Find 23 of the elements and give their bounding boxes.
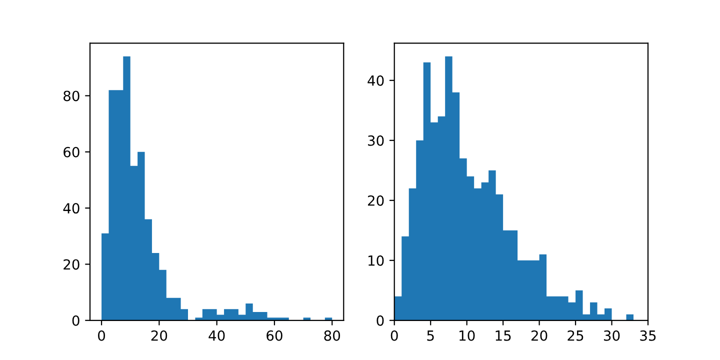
x-tick-label: 10 [460,330,475,341]
y-tick-label: 10 [368,255,384,266]
y-tick-label: 20 [64,259,80,270]
x-tick-label: 30 [604,330,620,341]
x-tick-label: 20 [531,330,548,341]
x-tick-label: 0 [98,330,106,341]
x-tick-label: 5 [427,330,434,341]
y-tick-label: 60 [64,146,80,158]
y-tick-label: 80 [64,90,80,102]
x-tick-label: 35 [640,330,656,341]
y-tick-label: 30 [368,135,384,146]
y-tick-label: 40 [63,203,80,214]
y-tick-label: 20 [368,195,384,206]
x-tick-label: 40 [208,330,225,341]
y-tick-label: 0 [376,315,384,326]
y-tick-label: 0 [72,315,80,326]
x-tick-label: 20 [151,330,168,341]
y-tick-label: 40 [368,75,384,86]
x-tick-label: 0 [390,330,398,341]
x-tick-label: 15 [496,330,511,341]
x-tick-label: 80 [324,330,340,341]
x-tick-label: 25 [568,330,584,341]
x-tick-label: 60 [266,330,282,341]
